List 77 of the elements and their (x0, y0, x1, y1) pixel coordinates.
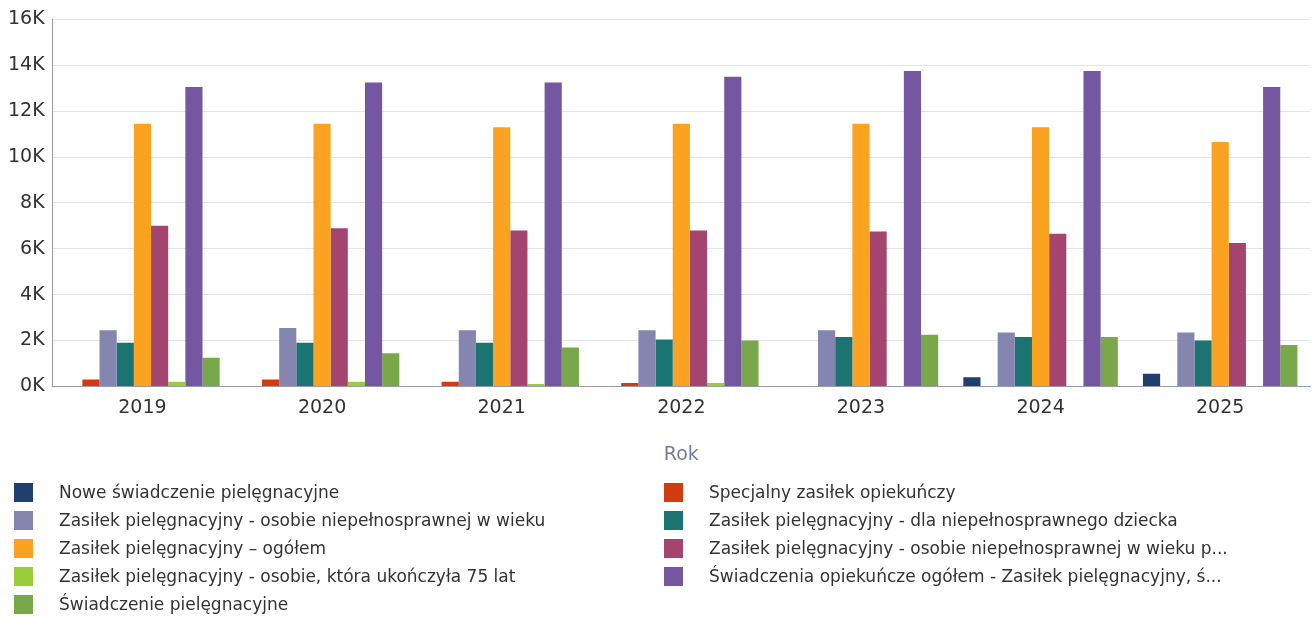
bar (1142, 373, 1161, 386)
bar (963, 377, 981, 386)
bar (168, 381, 186, 386)
legend-label: Zasiłek pielęgnacyjny - osobie niepełnosprawnej w wieku p... (709, 538, 1228, 558)
x-tick-label: 2022 (657, 394, 706, 417)
y-tick-label: 8K (20, 189, 46, 212)
bar (621, 382, 639, 386)
bar (347, 381, 365, 386)
bar (1014, 337, 1032, 386)
bar (185, 87, 203, 386)
bar (458, 330, 476, 386)
y-tick-label: 10K (8, 143, 46, 166)
legend-label: Specjalny zasiłek opiekuńczy (709, 482, 956, 502)
bar (561, 347, 579, 386)
x-tick-label: 2025 (1196, 394, 1245, 417)
bar (1083, 71, 1101, 386)
bar (852, 123, 870, 386)
legend-label: Zasiłek pielęgnacyjny – ogółem (59, 538, 327, 558)
legend-label: Zasiłek pielęgnacyjny - osobie, która ukończyła 75 lat (59, 566, 516, 586)
bar (1263, 87, 1281, 386)
x-tick-label: 2023 (836, 394, 886, 417)
x-tick-label: 2019 (118, 394, 167, 417)
bar (638, 330, 656, 386)
y-tick-label: 0K (20, 373, 46, 396)
bar (1194, 340, 1212, 386)
bar (689, 230, 708, 386)
bar (493, 127, 511, 386)
bar (544, 82, 562, 386)
legend-label: Świadczenie pielęgnacyjne (59, 594, 289, 614)
bar (724, 76, 742, 386)
bar (818, 330, 836, 386)
legend-label: Zasiłek pielęgnacyjny - dla niepełnosprawnego dziecka (709, 510, 1178, 530)
legend-label: Nowe świadczenie pielęgnacyjne (59, 482, 340, 502)
bar (99, 330, 117, 386)
bar (1211, 142, 1229, 386)
bar (330, 228, 348, 386)
y-tick-label: 16K (8, 6, 46, 29)
bar (1031, 127, 1050, 386)
x-axis-title: Rok (663, 441, 699, 464)
bar (510, 230, 528, 386)
bar (279, 327, 297, 386)
bar (313, 123, 331, 386)
bar (921, 334, 939, 386)
bar (672, 123, 690, 386)
bar (82, 379, 100, 386)
bar (1049, 233, 1067, 386)
bar (151, 225, 169, 386)
bar (133, 123, 152, 386)
bar (382, 353, 400, 386)
bar (1228, 243, 1246, 386)
bar (741, 340, 759, 386)
bar (296, 342, 314, 386)
bar (997, 332, 1015, 386)
y-tick-label: 6K (20, 235, 46, 258)
legend-label: Świadczenia opiekuńcze ogółem - Zasiłek pielęgnacyjny, ś... (709, 566, 1222, 586)
y-tick-label: 14K (8, 52, 46, 75)
bar (655, 339, 673, 386)
bar (869, 231, 887, 386)
bar (835, 337, 853, 386)
bar (441, 381, 459, 386)
bar (903, 71, 922, 386)
bar (475, 342, 494, 386)
y-tick-label: 12K (8, 98, 46, 121)
y-tick-label: 4K (20, 281, 46, 304)
bar (202, 357, 220, 386)
bar (116, 342, 134, 386)
bar (707, 382, 725, 386)
bar (262, 379, 280, 386)
x-tick-label: 2020 (297, 394, 347, 417)
x-tick-label: 2021 (477, 394, 526, 417)
bar (1100, 337, 1118, 386)
x-tick-label: 2024 (1016, 394, 1065, 417)
y-tick-label: 2K (20, 327, 46, 350)
bar (364, 82, 383, 386)
bar (1280, 345, 1298, 386)
legend-label: Zasiłek pielęgnacyjny - osobie niepełnosprawnej w wieku (59, 510, 546, 530)
bar (1177, 332, 1195, 386)
